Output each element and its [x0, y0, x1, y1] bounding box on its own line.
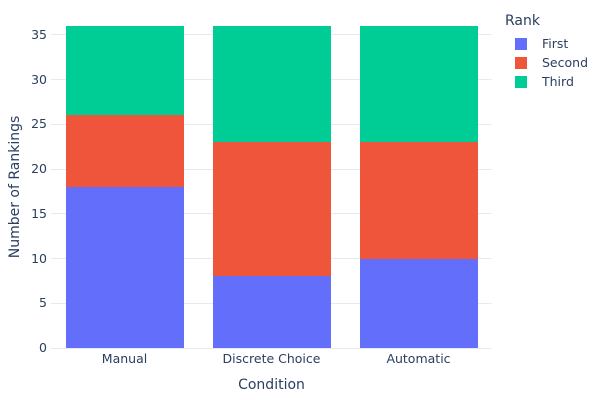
bar-segment-first-manual[interactable] — [65, 186, 184, 348]
y-tick-label-35: 35 — [31, 26, 47, 42]
bar-segment-second-manual[interactable] — [65, 115, 184, 187]
bar-segment-second-discrete-choice[interactable] — [212, 142, 331, 277]
bar-segment-third-manual[interactable] — [65, 25, 184, 116]
legend-swatch-third — [515, 75, 527, 88]
bar-segment-first-discrete-choice[interactable] — [212, 276, 331, 348]
legend-label-third: Third — [542, 74, 574, 89]
y-tick-label-5: 5 — [39, 295, 47, 311]
x-tick-label-automatic: Automatic — [386, 351, 451, 366]
legend-swatch-second — [515, 56, 527, 69]
legend-swatch-first — [515, 37, 527, 50]
bar-segment-second-automatic[interactable] — [359, 142, 478, 259]
y-tick-label-25: 25 — [31, 116, 47, 132]
y-tick-label-10: 10 — [31, 250, 47, 266]
bar-segment-first-automatic[interactable] — [359, 258, 478, 348]
y-tick-label-0: 0 — [39, 340, 47, 355]
legend-title: Rank — [505, 13, 540, 29]
y-axis-title: Number of Rankings — [7, 115, 23, 259]
y-tick-label-20: 20 — [31, 161, 47, 177]
x-tick-label-manual: Manual — [101, 351, 148, 366]
legend-item-first[interactable]: First — [505, 34, 588, 53]
x-tick-label-discrete-choice: Discrete Choice — [222, 351, 321, 366]
y-gridline-0 — [51, 347, 492, 349]
legend-items: First Second Third — [505, 34, 588, 91]
y-tick-label-30: 30 — [31, 71, 47, 87]
legend-label-first: First — [542, 36, 569, 51]
legend-label-second: Second — [542, 55, 589, 70]
legend-item-second[interactable]: Second — [505, 53, 588, 72]
y-tick-label-15: 15 — [31, 205, 47, 221]
legend-item-third[interactable]: Third — [505, 72, 588, 91]
bar-segment-third-automatic[interactable] — [359, 25, 478, 143]
legend: Rank First Second Third — [505, 13, 588, 91]
bar-segment-third-discrete-choice[interactable] — [212, 25, 331, 143]
x-axis-title: Condition — [238, 377, 305, 393]
